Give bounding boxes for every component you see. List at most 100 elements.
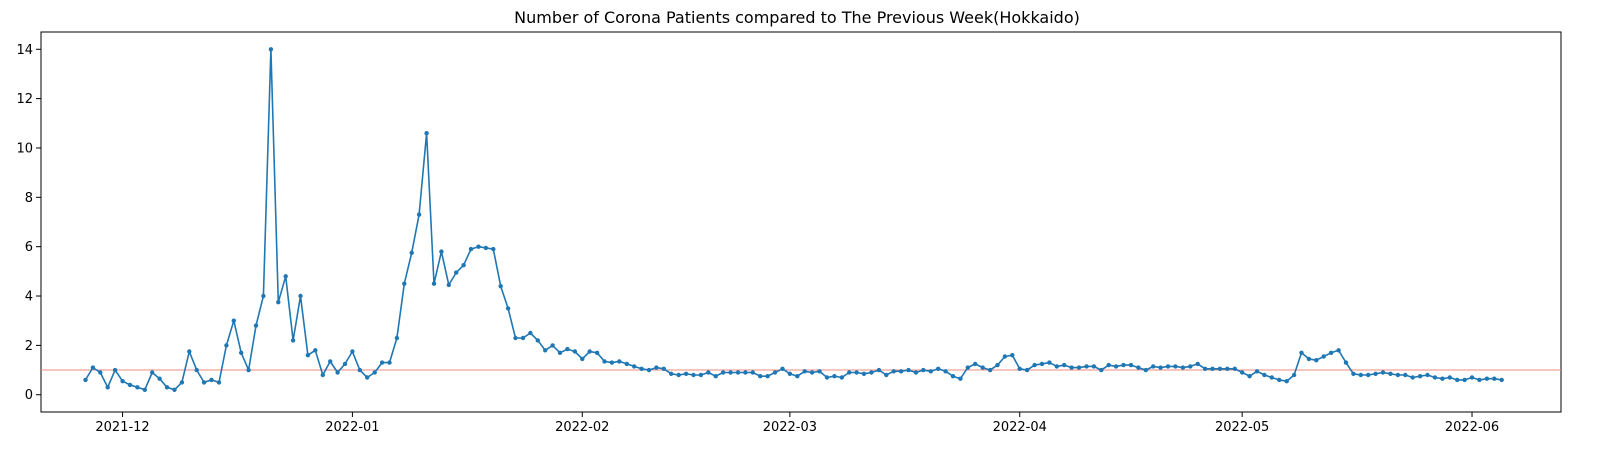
data-point xyxy=(869,370,874,375)
data-point xyxy=(491,246,496,252)
data-point xyxy=(1455,377,1460,383)
data-point xyxy=(743,370,748,375)
data-point xyxy=(587,349,592,354)
data-point xyxy=(594,350,600,355)
data-point xyxy=(580,356,585,362)
data-point xyxy=(861,371,867,376)
data-point xyxy=(350,349,355,354)
data-point xyxy=(1232,366,1238,371)
data-point xyxy=(839,375,844,380)
data-point xyxy=(780,366,785,371)
data-point xyxy=(446,282,451,288)
data-point xyxy=(1195,361,1200,367)
data-point xyxy=(683,371,689,376)
data-point xyxy=(172,387,177,392)
data-point xyxy=(1121,362,1126,368)
data-point xyxy=(1417,374,1423,379)
data-point xyxy=(454,270,459,275)
data-point xyxy=(1136,365,1141,370)
data-point xyxy=(809,370,815,375)
data-point xyxy=(283,274,288,279)
data-point xyxy=(1158,365,1163,370)
data-point xyxy=(921,367,926,373)
data-point xyxy=(1432,375,1438,380)
data-point xyxy=(1091,364,1097,369)
series-layer xyxy=(83,47,1504,392)
data-point xyxy=(142,387,147,392)
data-point xyxy=(802,369,807,374)
data-point xyxy=(973,361,978,367)
data-point xyxy=(1180,365,1186,370)
data-point xyxy=(609,360,615,365)
data-point xyxy=(513,335,518,341)
data-point xyxy=(468,246,474,252)
x-tick-label: 2022-03 xyxy=(763,420,817,435)
data-point xyxy=(987,367,993,373)
data-point xyxy=(847,370,852,375)
data-point xyxy=(654,365,659,370)
data-point xyxy=(127,382,133,388)
data-point xyxy=(1143,367,1149,373)
data-point xyxy=(1395,372,1401,378)
data-point xyxy=(372,370,377,375)
data-point xyxy=(1492,376,1497,381)
data-point xyxy=(179,380,185,385)
data-point xyxy=(409,250,414,255)
data-point xyxy=(772,370,778,375)
x-tick-label: 2022-05 xyxy=(1215,420,1269,435)
data-point xyxy=(1321,354,1326,359)
data-point xyxy=(1247,374,1252,379)
data-point xyxy=(1151,364,1156,369)
y-tick-label: 10 xyxy=(16,141,33,156)
data-point xyxy=(980,365,985,370)
data-point xyxy=(1284,379,1289,384)
data-point xyxy=(1351,371,1356,376)
data-point xyxy=(832,374,837,379)
data-point xyxy=(1173,364,1178,369)
data-point xyxy=(394,335,400,341)
data-point xyxy=(1277,377,1282,383)
data-point xyxy=(201,380,207,385)
data-point xyxy=(290,338,296,343)
data-point xyxy=(824,375,830,380)
x-tick-label: 2022-04 xyxy=(993,420,1047,435)
data-point xyxy=(624,361,629,367)
data-point xyxy=(164,385,170,390)
data-point xyxy=(1380,370,1386,375)
data-point xyxy=(1499,377,1504,383)
data-point xyxy=(958,376,963,381)
data-point xyxy=(728,370,733,375)
data-point xyxy=(1128,362,1134,368)
series-line xyxy=(84,48,1502,391)
data-point xyxy=(1425,372,1430,378)
data-point xyxy=(758,374,763,379)
data-point xyxy=(565,346,570,352)
chart-title: Number of Corona Patients compared to Th… xyxy=(514,8,1080,27)
data-point xyxy=(276,300,281,305)
data-point xyxy=(239,350,244,355)
data-point xyxy=(995,362,1000,368)
data-point xyxy=(543,348,548,353)
data-point xyxy=(105,385,110,390)
data-point xyxy=(187,349,192,354)
data-point xyxy=(750,370,755,375)
data-point xyxy=(1240,370,1245,375)
data-point xyxy=(1069,365,1074,370)
data-point xyxy=(787,371,793,376)
data-point xyxy=(313,348,318,353)
data-point xyxy=(735,370,741,375)
data-point xyxy=(335,370,340,375)
data-point xyxy=(1388,371,1393,376)
data-point xyxy=(876,367,882,373)
data-point xyxy=(1024,367,1030,373)
data-point xyxy=(209,377,214,383)
data-point xyxy=(357,367,362,373)
y-tick-label: 8 xyxy=(25,191,33,206)
data-point xyxy=(98,370,103,375)
data-point xyxy=(1440,376,1445,381)
data-point xyxy=(1469,375,1475,380)
data-point xyxy=(713,374,718,379)
data-point xyxy=(1306,356,1312,362)
data-point xyxy=(602,359,607,364)
data-point xyxy=(83,377,88,383)
